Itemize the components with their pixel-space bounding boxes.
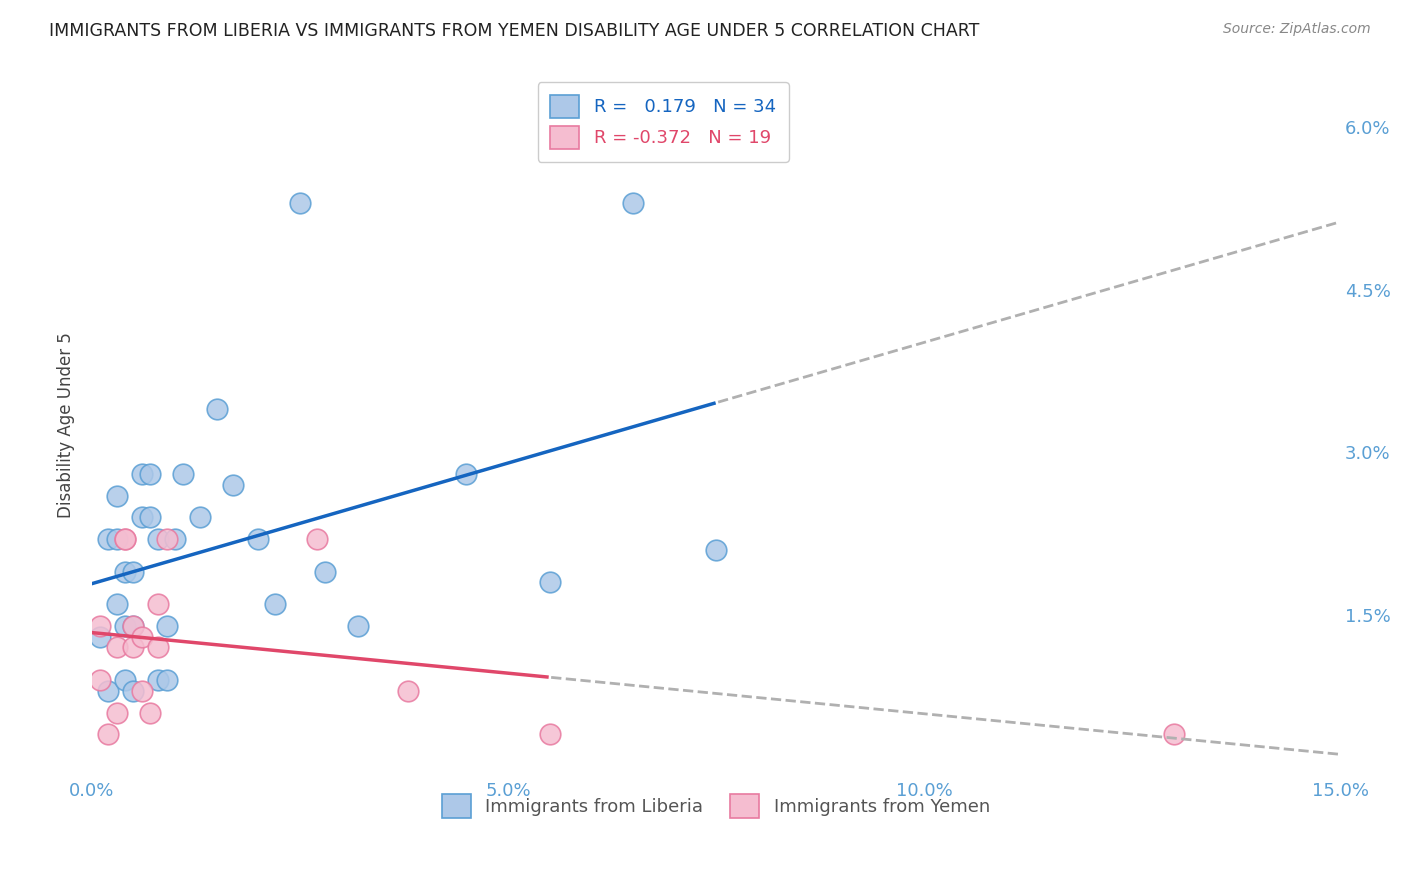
Text: Source: ZipAtlas.com: Source: ZipAtlas.com: [1223, 22, 1371, 37]
Point: [105, 532, 128, 546]
Point: [114, 619, 136, 633]
Point: [131, 467, 153, 481]
Point: [264, 597, 287, 611]
Point: [97, 727, 120, 741]
Y-axis label: Disability Age Under 5: Disability Age Under 5: [58, 333, 75, 518]
Point: [97, 532, 120, 546]
Point: [89, 619, 111, 633]
Point: [97, 683, 120, 698]
Point: [456, 467, 478, 481]
Point: [131, 630, 153, 644]
Point: [89, 673, 111, 687]
Point: [114, 565, 136, 579]
Point: [114, 532, 136, 546]
Point: [305, 532, 328, 546]
Legend: Immigrants from Liberia, Immigrants from Yemen: Immigrants from Liberia, Immigrants from…: [434, 788, 997, 825]
Point: [105, 597, 128, 611]
Point: [247, 532, 270, 546]
Point: [156, 532, 179, 546]
Point: [347, 619, 370, 633]
Point: [105, 489, 128, 503]
Point: [1163, 727, 1185, 741]
Point: [131, 510, 153, 524]
Point: [704, 543, 727, 558]
Point: [205, 402, 228, 417]
Point: [188, 510, 211, 524]
Point: [131, 683, 153, 698]
Point: [89, 630, 111, 644]
Point: [165, 532, 187, 546]
Point: [139, 706, 162, 720]
Point: [288, 196, 311, 211]
Point: [156, 619, 179, 633]
Point: [148, 532, 170, 546]
Point: [222, 478, 245, 492]
Point: [396, 683, 419, 698]
Point: [122, 683, 145, 698]
Point: [122, 565, 145, 579]
Text: IMMIGRANTS FROM LIBERIA VS IMMIGRANTS FROM YEMEN DISABILITY AGE UNDER 5 CORRELAT: IMMIGRANTS FROM LIBERIA VS IMMIGRANTS FR…: [49, 22, 980, 40]
Point: [139, 467, 162, 481]
Point: [148, 597, 170, 611]
Point: [114, 532, 136, 546]
Point: [538, 727, 561, 741]
Point: [105, 640, 128, 655]
Point: [122, 640, 145, 655]
Point: [314, 565, 336, 579]
Point: [538, 575, 561, 590]
Point: [114, 673, 136, 687]
Point: [156, 673, 179, 687]
Point: [139, 510, 162, 524]
Point: [122, 619, 145, 633]
Point: [148, 640, 170, 655]
Point: [105, 706, 128, 720]
Point: [122, 619, 145, 633]
Point: [621, 196, 644, 211]
Point: [172, 467, 194, 481]
Point: [148, 673, 170, 687]
